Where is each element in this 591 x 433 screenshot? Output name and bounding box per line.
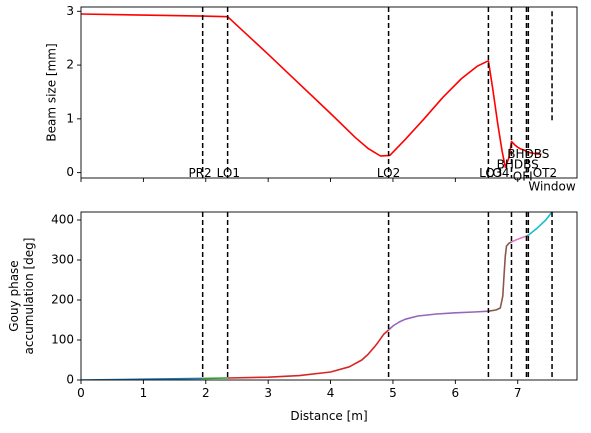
xtick-label-1: 1	[140, 386, 148, 400]
ytick-label-0: 0	[66, 165, 74, 179]
ytick-label-0: 0	[66, 373, 74, 387]
xtick-label-4: 4	[327, 386, 335, 400]
beam-size-vlines: LO2	[201, 7, 553, 180]
xtick-label-7: 7	[514, 386, 522, 400]
vline-label-2: LO2	[377, 166, 400, 180]
xtick-label-5: 5	[389, 386, 397, 400]
axes-frame	[80, 211, 578, 381]
xtick-label-0: 0	[77, 386, 85, 400]
ytick-label-4: 400	[51, 213, 74, 227]
beam-size-ylabel: Beam size [mm]	[45, 43, 59, 141]
annotation-8: Window	[528, 180, 576, 194]
series-line-6	[526, 234, 529, 237]
ylabel-line-0: Gouy phase	[7, 260, 21, 331]
gouy-phase-vlines	[201, 212, 553, 380]
ylabel-line-1: accumulation [deg]	[22, 238, 36, 355]
series-line-5	[511, 235, 527, 243]
annotation-0: PR2	[188, 166, 211, 180]
annotation-1: LO1	[217, 166, 240, 180]
annotation-4: BHDBS	[497, 158, 539, 172]
xtick-label-6: 6	[452, 386, 460, 400]
annotation-2: LO3	[479, 166, 502, 180]
beam-size-axes: 0 1 2 3	[66, 4, 578, 182]
ytick-label-1: 100	[51, 333, 74, 347]
ytick-label-2: 200	[51, 293, 74, 307]
series-line-7	[527, 212, 553, 236]
series-line-0	[81, 13, 542, 168]
gouy-phase-ylabel: Gouy phaseaccumulation [deg]	[7, 238, 36, 355]
xtick-label-2: 2	[202, 386, 210, 400]
gouy-phase-axes: 0 100 200 300 400 0 1 2 3 4 5 6 7	[51, 211, 578, 400]
ytick-label-3: 3	[66, 4, 74, 18]
gouy-phase-panel: 0 100 200 300 400 0 1 2 3 4 5 6 7 Gouy phaseaccumula…	[7, 211, 578, 423]
axes-frame	[80, 6, 578, 179]
annotation-3: LO4	[486, 166, 509, 180]
ytick-label-1: 1	[66, 111, 74, 125]
ytick-label-3: 300	[51, 253, 74, 267]
beam-size-plot-lines	[81, 13, 542, 168]
series-line-3	[388, 310, 489, 331]
ytick-label-2: 2	[66, 58, 74, 72]
distance-xlabel: Distance [m]	[290, 409, 367, 423]
annotation-7: OT2	[533, 166, 557, 180]
annotation-5: BHDBS	[507, 147, 549, 161]
xtick-label-3: 3	[264, 386, 272, 400]
series-line-4	[488, 241, 512, 312]
series-line-2	[227, 329, 390, 379]
